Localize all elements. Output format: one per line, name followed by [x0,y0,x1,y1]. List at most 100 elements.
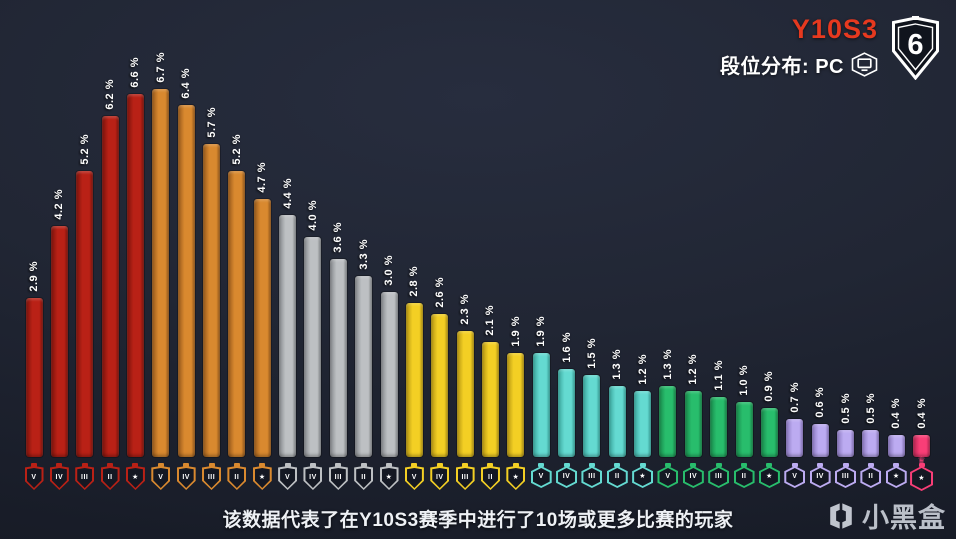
badge-area: IV [808,462,832,494]
rank-shield-inner [482,468,498,488]
copper-bar [126,94,144,457]
platinum-bar [608,385,626,457]
rank-shield-shape: V [151,466,171,490]
gold-bar [431,314,449,457]
bar-value-label: 0.4 % [890,398,903,429]
gold-rank-icon: III [455,463,475,490]
badge-area: IV [174,462,198,494]
rank-shield-inner [837,468,854,486]
rank-tier-glyph: V [158,474,164,482]
bar-value-label: 4.4 % [281,178,294,209]
bar-column: 3.6 % III [326,222,350,494]
diamond-bar [862,429,880,457]
rank-shield-shape: II [354,466,374,490]
bar-column: 0.6 % IV [808,387,832,494]
bar-value-label: 5.2 % [78,134,91,165]
rank-tier-glyph: ★ [132,474,139,482]
diamond-rank-icon: V [784,463,806,488]
emerald-rank-icon: IV [682,463,704,488]
rank-shield-shape: III [75,466,95,490]
bar-value-label: 2.6 % [433,277,446,308]
bar-column: 1.1 % III [708,360,730,494]
badge-area: III [326,462,350,494]
bar-value-label: 1.2 % [636,354,649,385]
rank-shield-shape: V [530,466,552,488]
bronze-rank-icon: ★ [252,463,272,490]
rank-shield-inner [204,468,220,488]
platinum-bar [634,391,652,457]
badge-area: ★ [757,462,781,494]
rank-icon-knob [918,463,925,467]
copper-bar [101,116,119,457]
rank-tier-glyph: II [614,473,620,481]
rank-shield-inner [532,468,550,486]
rank-tier-glyph: ★ [258,474,266,482]
rank-tier-glyph: IV [55,474,64,482]
bar-value-label: 2.8 % [408,266,421,297]
rank-shield-shape: III [708,466,730,488]
emerald-bar [760,407,778,457]
rank-shield-shape: ★ [125,466,145,490]
rank-shield-inner [356,468,372,488]
bar-value-label: 0.6 % [814,387,827,418]
silver-bar [329,259,347,457]
bar-column: 0.9 % ★ [757,371,781,494]
bronze-bar [152,88,170,457]
rank-shield-shape: III [202,466,222,490]
badge-area: II [98,462,122,494]
platinum-rank-icon: II [606,463,628,488]
watermark: 小黑盒 [826,496,946,535]
rank-shield-shape: II [227,466,247,490]
silver-bar [380,292,398,457]
rank-shield-shape: III [835,466,856,488]
badge-area: III [580,462,604,494]
bar-column: 4.2 % IV [49,189,69,494]
bar-value-label: 5.2 % [230,134,243,165]
bar-value-label: 4.0 % [306,200,319,231]
platinum-rank-icon: IV [556,463,578,488]
rank-shield-shape: IV [682,466,704,488]
bar-column: 5.7 % III [202,107,222,494]
rank-icon-knob [614,463,621,467]
rank-shield-inner [608,468,626,486]
bar-value-label: 6.6 % [129,57,142,88]
rank-tier-glyph: IV [562,473,571,481]
badge-area: IV [555,462,579,494]
diamond-bar [837,429,854,457]
bar-value-label: 3.3 % [357,238,370,270]
gold-bar [507,352,525,457]
rank-shield-inner [229,468,245,488]
badge-area: II [478,462,502,494]
rank-icon-knob [56,463,63,467]
rank-shield-shape: IV [430,466,450,490]
bar-value-label: 1.9 % [509,315,522,347]
rank-icon-knob [157,463,164,467]
rank-icon-knob [107,463,114,467]
bar-column: 0.7 % V [784,382,806,494]
rank-icon-knob [487,463,494,467]
rank-icon-knob [715,463,722,467]
diamond-bar [811,424,829,457]
copper-rank-icon: V [24,463,44,490]
rank-shield-inner [381,468,397,488]
rank-icon-knob [31,463,37,467]
bar-column: 6.7 % V [149,52,173,494]
rank-shield-shape: III [581,466,603,488]
rank-tier-glyph: V [538,473,544,481]
rank-icon-knob [791,463,798,467]
rank-shield-inner [786,468,804,486]
emerald-rank-icon: V [657,463,679,488]
bar-column: 2.8 % V [404,266,424,494]
rank-shield-shape: ★ [632,466,654,488]
bar-column: 1.3 % II [606,349,628,494]
bar-value-label: 1.5 % [585,337,598,369]
rank-shield-shape: IV [809,466,831,488]
badge-area: V [149,462,173,494]
rank-shield-inner [254,468,270,488]
rank-tier-glyph: V [665,473,671,481]
copper-bar [25,297,43,457]
diamond-rank-icon: II [860,463,882,488]
rank-tier-glyph: III [715,473,723,481]
bar-value-label: 1.9 % [535,315,548,347]
